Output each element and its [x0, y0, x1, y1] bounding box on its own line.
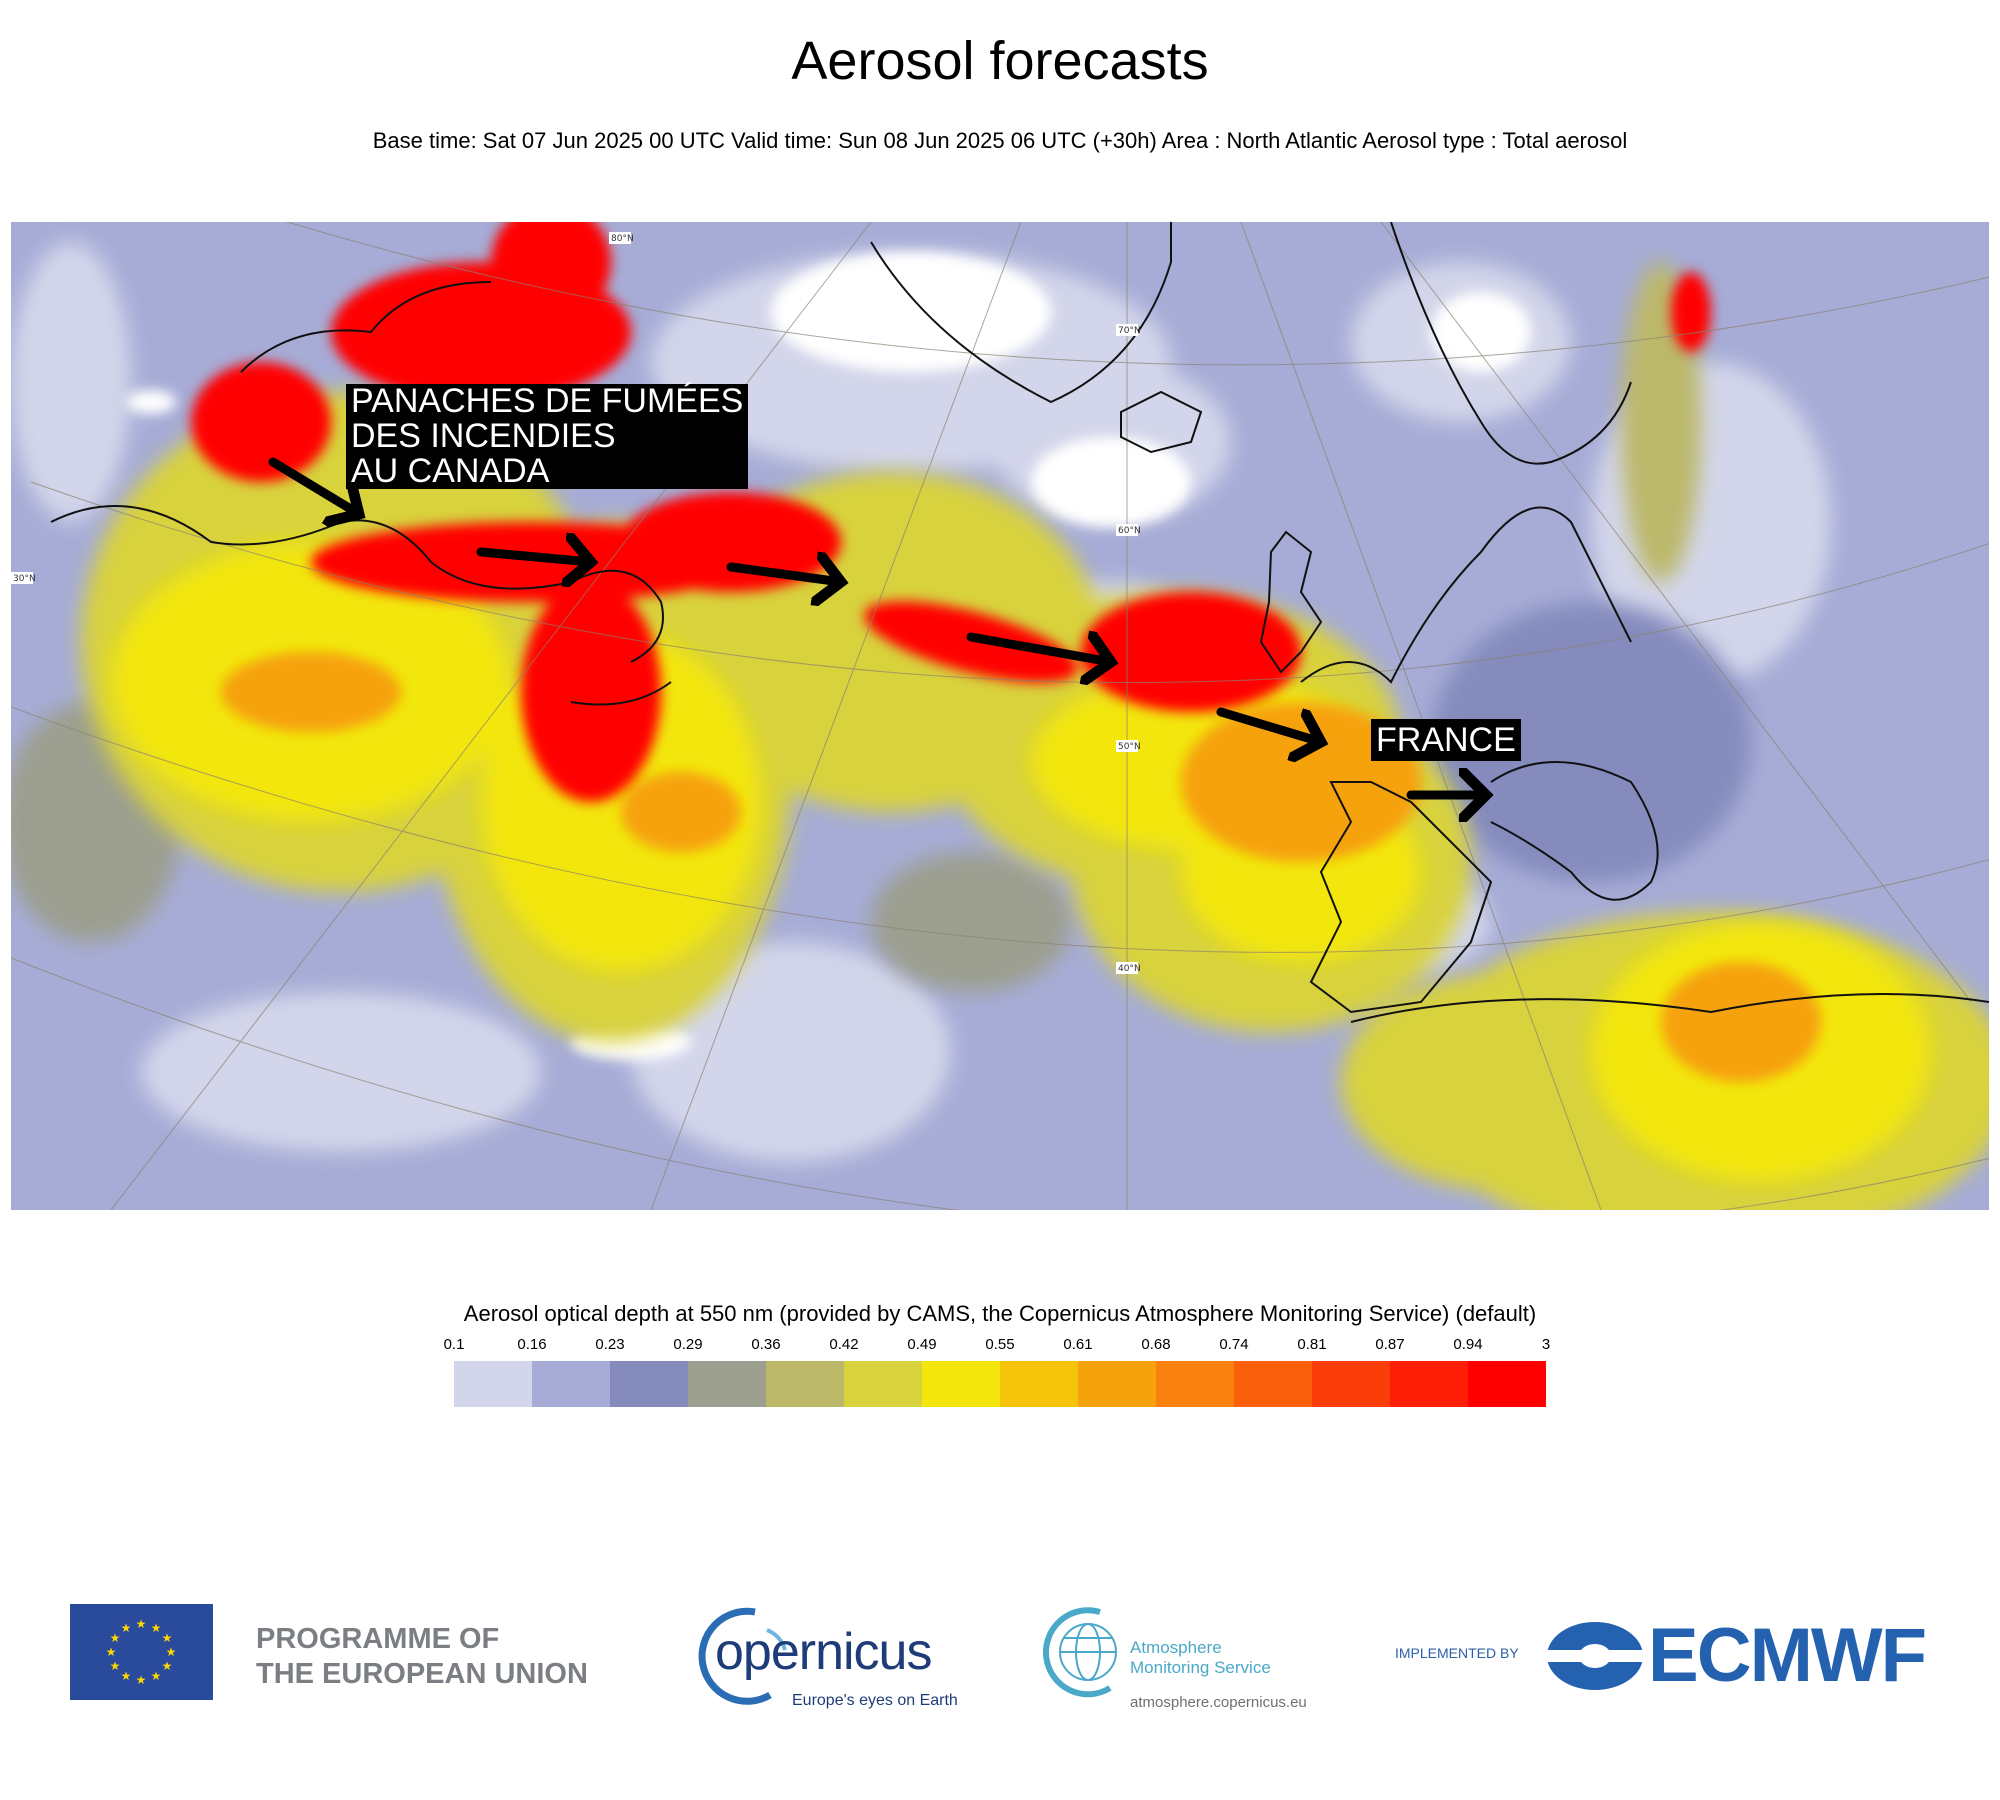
legend-tick-label: 0.16: [517, 1336, 547, 1353]
legend-swatch-11: [1312, 1361, 1390, 1407]
footer-logos: ★ ★ ★ ★ ★ ★ ★ ★ ★ ★ ★ ★ PROGRAMME OF THE EUROPEA…: [0, 1590, 2000, 1730]
page-title: Aerosol forecasts: [791, 31, 1209, 91]
callout-line-3: AU CANADA: [351, 452, 550, 490]
legend-tick-label: 0.94: [1453, 1336, 1483, 1353]
svg-text:★: ★: [162, 1631, 173, 1645]
svg-text:★: ★: [166, 1645, 177, 1659]
legend-tick-label: 0.1: [443, 1336, 465, 1353]
svg-text:★: ★: [121, 1621, 132, 1635]
eu-text-line-1: PROGRAMME OF: [256, 1623, 500, 1655]
legend-swatch-0: [454, 1361, 532, 1407]
forecast-info: Base time: Sat 07 Jun 2025 00 UTC Valid …: [372, 128, 1628, 153]
implemented-by-label: IMPLEMENTED BY: [1395, 1645, 1519, 1661]
legend-tick-label: 0.42: [829, 1336, 859, 1353]
lat-label-40: 40°N: [1118, 964, 1141, 974]
svg-text:★: ★: [106, 1645, 117, 1659]
svg-text:★: ★: [151, 1669, 162, 1683]
legend-tick-label: 0.29: [673, 1336, 703, 1353]
legend-tick-label: 0.49: [907, 1336, 937, 1353]
svg-text:★: ★: [136, 1617, 147, 1631]
ams-name: Atmosphere Monitoring Service: [1130, 1638, 1271, 1678]
copernicus-logo: opernicus Europe's eyes on Earth: [675, 1600, 965, 1710]
legend-swatch-3: [688, 1361, 766, 1407]
arrow-2: [476, 552, 591, 562]
legend-tick-label: 3: [1541, 1336, 1551, 1353]
ecmwf-symbol-icon: [1545, 1622, 1645, 1690]
legend-swatch-2: [610, 1361, 688, 1407]
copernicus-c-icon: [698, 1607, 787, 1705]
legend-tick-label: 0.61: [1063, 1336, 1093, 1353]
legend-tick-label: 0.68: [1141, 1336, 1171, 1353]
legend-swatch-13: [1468, 1361, 1546, 1407]
arrow-4: [966, 637, 1111, 662]
arrow-1: [268, 457, 359, 514]
eu-flag-icon: ★ ★ ★ ★ ★ ★ ★ ★ ★ ★ ★ ★: [70, 1604, 213, 1700]
legend-swatch-10: [1234, 1361, 1312, 1407]
legend-swatch-1: [532, 1361, 610, 1407]
callout-line-2: DES INCENDIES: [351, 417, 616, 455]
legend-title: Aerosol optical depth at 550 nm (provide…: [463, 1301, 1537, 1326]
aerosol-field: 80°N 70°N 60°N 50°N 40°N 30°N: [11, 222, 1989, 1210]
svg-text:★: ★: [162, 1659, 173, 1673]
globe-icon: [1043, 1607, 1117, 1698]
legend-swatch-7: [1000, 1361, 1078, 1407]
ams-name-line-1: Atmosphere: [1130, 1638, 1222, 1657]
france-callout: FRANCE: [1371, 719, 1521, 761]
ams-url: atmosphere.copernicus.eu: [1130, 1694, 1307, 1711]
legend-ticks: 0.1 0.16 0.23 0.29 0.36 0.42 0.49 0.55 0.61 0.68 0…: [444, 1336, 1551, 1356]
arrow-3: [726, 567, 841, 582]
atmosphere-monitoring-logo: Atmosphere Monitoring Service atmosphere…: [1030, 1600, 1350, 1715]
lat-label-60: 60°N: [1118, 526, 1141, 536]
legend-color-bar: [454, 1361, 1546, 1407]
plume-arrows: [268, 457, 1486, 795]
copernicus-tagline: Europe's eyes on Earth: [792, 1692, 958, 1709]
legend-tick-label: 0.87: [1375, 1336, 1405, 1353]
legend-swatch-4: [766, 1361, 844, 1407]
lat-label-70: 70°N: [1118, 326, 1141, 336]
legend-swatch-12: [1390, 1361, 1468, 1407]
ecmwf-logo: ECMWF: [1545, 1613, 1945, 1698]
eu-programme-text: PROGRAMME OF THE EUROPEAN UNION: [256, 1622, 588, 1692]
legend-swatch-8: [1078, 1361, 1156, 1407]
aerosol-map: 80°N 70°N 60°N 50°N 40°N 30°N PANACHES D…: [11, 222, 1989, 1210]
copernicus-word: opernicus: [715, 1623, 932, 1681]
legend-swatch-6: [922, 1361, 1000, 1407]
legend-tick-label: 0.23: [595, 1336, 625, 1353]
arrow-5: [1216, 707, 1321, 742]
ams-name-line-2: Monitoring Service: [1130, 1658, 1271, 1677]
svg-text:★: ★: [110, 1631, 121, 1645]
legend-tick-label: 0.36: [751, 1336, 781, 1353]
lat-label-30: 30°N: [13, 574, 36, 584]
svg-text:★: ★: [121, 1669, 132, 1683]
legend-tick-label: 0.81: [1297, 1336, 1327, 1353]
legend-tick-label: 0.55: [985, 1336, 1015, 1353]
legend-tick-label: 0.74: [1219, 1336, 1249, 1353]
lat-label-50: 50°N: [1118, 742, 1141, 752]
legend-swatch-5: [844, 1361, 922, 1407]
callout-line-1: PANACHES DE FUMÉES: [351, 382, 744, 420]
eu-text-line-2: THE EUROPEAN UNION: [256, 1658, 588, 1690]
latitude-labels: 80°N 70°N 60°N 50°N 40°N 30°N: [11, 232, 1141, 974]
legend-swatch-9: [1156, 1361, 1234, 1407]
canada-smoke-callout: PANACHES DE FUMÉES DES INCENDIES AU CANA…: [346, 382, 749, 490]
ecmwf-wordmark: ECMWF: [1648, 1613, 1927, 1698]
lat-label-80: 80°N: [611, 234, 634, 244]
svg-text:★: ★: [136, 1673, 147, 1687]
svg-text:★: ★: [110, 1659, 121, 1673]
svg-text:★: ★: [151, 1621, 162, 1635]
